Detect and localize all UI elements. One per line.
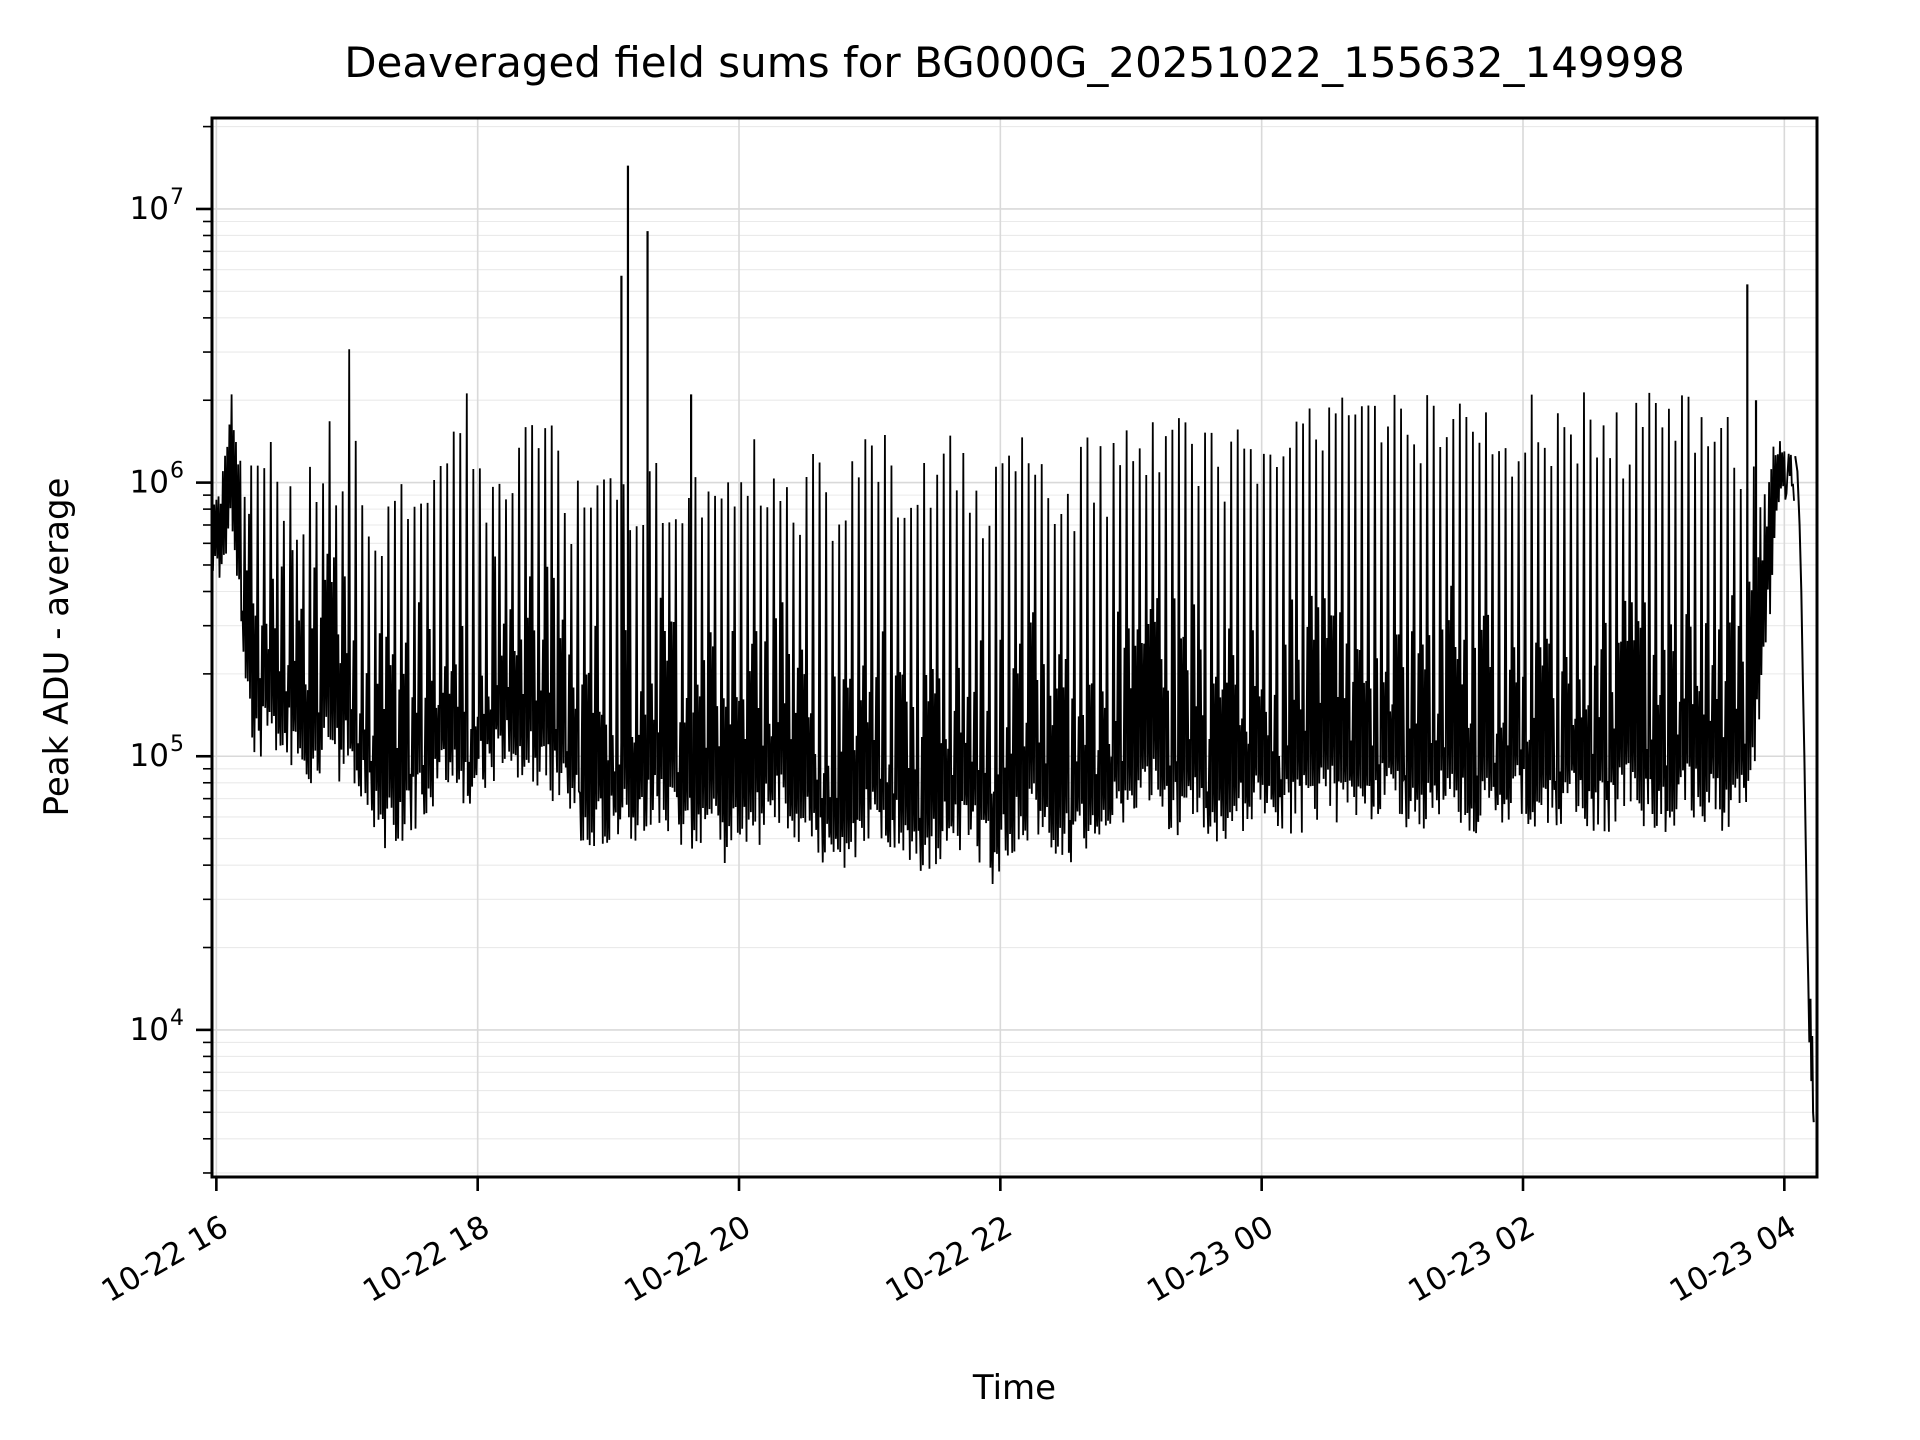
x-tick-label: 10-22 18 xyxy=(357,1209,496,1310)
y-tick-label: 106 xyxy=(130,459,184,501)
axes-frame xyxy=(210,116,1819,1179)
y-tick-label: 104 xyxy=(130,1006,184,1048)
y-tick-label: 105 xyxy=(130,732,184,774)
data-series-line xyxy=(211,349,1795,884)
x-axis-label: Time xyxy=(972,1368,1057,1408)
y-tick-label: 107 xyxy=(130,185,184,227)
data-tail-line xyxy=(1794,455,1815,1123)
chart-title: Deaveraged field sums for BG000G_2025102… xyxy=(344,38,1685,87)
x-tick-label: 10-22 16 xyxy=(96,1209,235,1310)
x-tick-label: 10-23 00 xyxy=(1141,1209,1280,1310)
x-tick-label: 10-23 04 xyxy=(1664,1209,1803,1310)
x-tick-label: 10-22 20 xyxy=(618,1209,757,1310)
x-tick-label: 10-22 22 xyxy=(880,1209,1019,1310)
x-tick-label: 10-23 02 xyxy=(1402,1209,1541,1310)
y-axis-label: Peak ADU - average xyxy=(37,477,77,817)
